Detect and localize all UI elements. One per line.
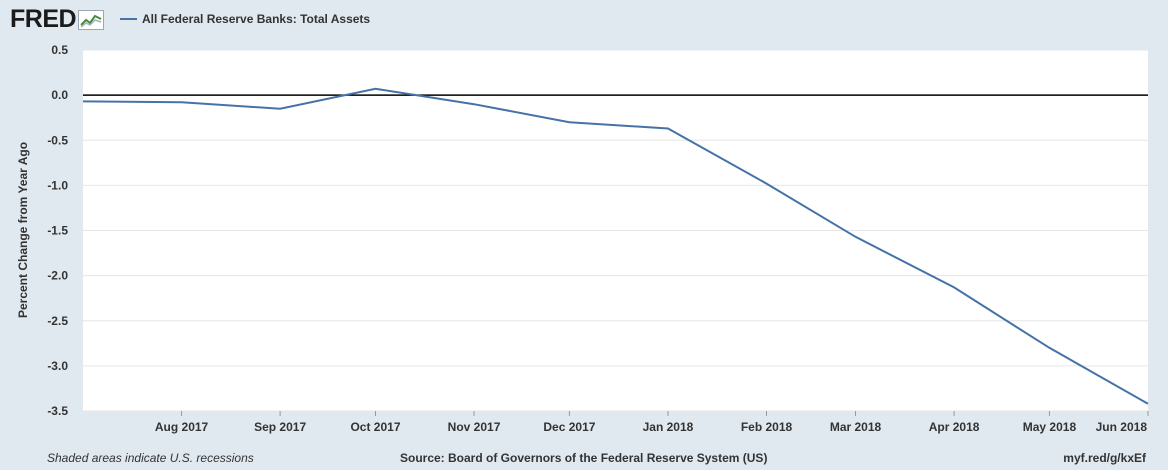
legend-series-label: All Federal Reserve Banks: Total Assets [142, 12, 371, 26]
x-tick-label: Aug 2017 [155, 420, 209, 434]
data-point [1046, 345, 1052, 351]
data-point [853, 234, 859, 240]
fred-logo[interactable]: FRED [10, 5, 105, 33]
y-tick-label: -1.0 [47, 178, 68, 192]
data-point [1145, 401, 1151, 407]
x-tick-label: Apr 2018 [929, 420, 980, 434]
x-tick-label: Jun 2018 [1096, 420, 1148, 434]
chart-trend-icon [78, 10, 105, 30]
x-tick-label: Nov 2017 [448, 420, 501, 434]
data-point [277, 106, 283, 112]
y-tick-label: -0.5 [47, 133, 68, 147]
x-tick-label: Jan 2018 [643, 420, 694, 434]
x-tick-label: May 2018 [1023, 420, 1077, 434]
x-tick-label: Feb 2018 [741, 420, 793, 434]
chart-header: FRED All Federal Reserve Banks: Total As… [0, 0, 1168, 40]
data-point [179, 99, 185, 105]
source-note: Source: Board of Governors of the Federa… [400, 451, 768, 465]
y-tick-label: -2.0 [47, 269, 68, 283]
y-tick-label: 0.5 [51, 43, 68, 57]
recession-note: Shaded areas indicate U.S. recessions [47, 451, 254, 465]
x-tick-label: Sep 2017 [254, 420, 306, 434]
fred-logo-text: FRED [10, 5, 77, 33]
data-point [764, 181, 770, 187]
data-point [372, 86, 378, 92]
y-tick-label: -2.5 [47, 314, 68, 328]
x-tick-label: Oct 2017 [350, 420, 400, 434]
y-axis: 0.5 0.0 -0.5 -1.0 -1.5 -2.0 -2.5 -3.0 -3.5 [47, 43, 68, 418]
y-tick-label: -3.5 [47, 404, 68, 418]
short-url-link[interactable]: myf.red/g/kxEf [1063, 451, 1146, 465]
legend-swatch [120, 18, 137, 20]
data-point [471, 101, 477, 107]
x-axis: Aug 2017 Sep 2017 Oct 2017 Nov 2017 Dec 2017… [155, 411, 1149, 434]
data-point [80, 98, 86, 104]
x-tick-label: Mar 2018 [830, 420, 882, 434]
data-point [566, 119, 572, 125]
data-point [951, 284, 957, 290]
series-line [82, 87, 1149, 405]
chart-legend: All Federal Reserve Banks: Total Assets [120, 12, 370, 26]
gridlines [83, 49, 1148, 412]
data-point [665, 126, 671, 132]
y-axis-title: Percent Change from Year Ago [16, 142, 30, 318]
y-tick-label: 0.0 [51, 88, 68, 102]
x-tick-label: Dec 2017 [543, 420, 595, 434]
y-tick-label: -1.5 [47, 224, 68, 238]
y-tick-label: -3.0 [47, 359, 68, 373]
